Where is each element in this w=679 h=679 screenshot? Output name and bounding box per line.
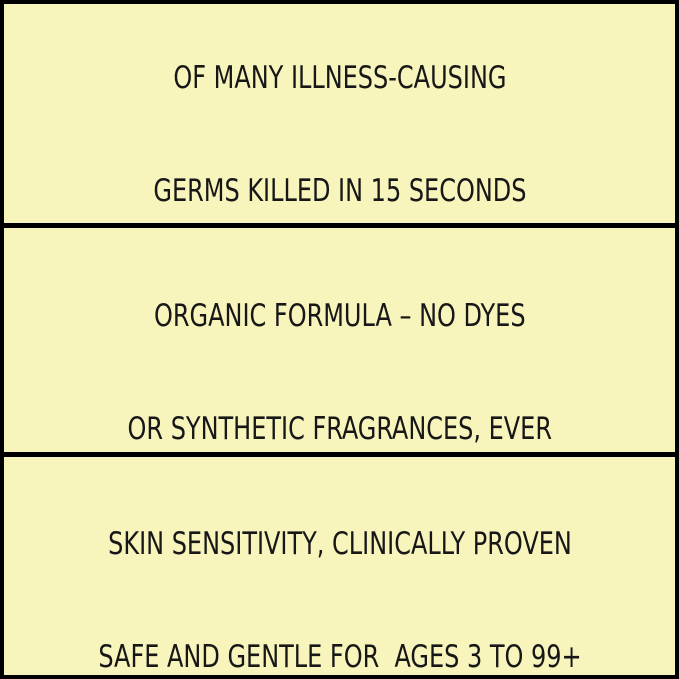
panel-divider: [4, 452, 675, 458]
claim-description-line: GERMS KILLED IN 15 SECONDS: [152, 173, 527, 210]
claim-panel-organic-formula: 97% ORGANIC FORMULA – NO DYES OR SYNTHET…: [4, 227, 675, 453]
claim-description: OF MANY ILLNESS-CAUSING GERMS KILLED IN …: [153, 4, 526, 223]
claim-panel-germ-kill: 99.9999% OF MANY ILLNESS-CAUSING GERMS K…: [4, 4, 675, 223]
panel-divider: [4, 222, 675, 228]
claim-panel-skin-sensitivity: ZERO SKIN SENSITIVITY, CLINICALLY PROVEN…: [4, 457, 675, 675]
claim-description-line: SAFE AND GENTLE FOR AGES 3 TO 99+: [97, 639, 582, 675]
claim-description-line: ORGANIC FORMULA – NO DYES: [153, 297, 526, 334]
claim-description-line: OR SYNTHETIC FRAGRANCES, EVER: [127, 411, 552, 448]
claim-description: ORGANIC FORMULA – NO DYES OR SYNTHETIC F…: [127, 228, 551, 453]
claim-description: SKIN SENSITIVITY, CLINICALLY PROVEN SAFE…: [98, 457, 581, 675]
claim-description-line: OF MANY ILLNESS-CAUSING: [172, 59, 507, 96]
claim-description-line: SKIN SENSITIVITY, CLINICALLY PROVEN: [107, 525, 572, 562]
